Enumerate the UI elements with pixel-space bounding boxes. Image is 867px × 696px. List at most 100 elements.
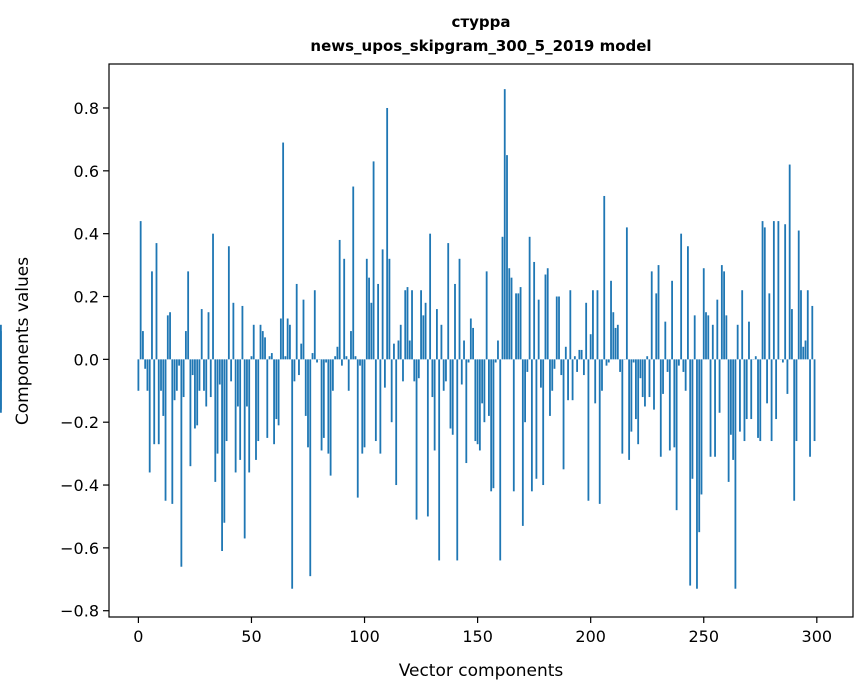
bar bbox=[169, 312, 171, 360]
bar bbox=[766, 359, 768, 404]
bar bbox=[537, 299, 540, 360]
bar bbox=[698, 359, 701, 533]
bar bbox=[616, 324, 619, 360]
bar bbox=[338, 239, 341, 360]
bar bbox=[788, 164, 791, 360]
bar bbox=[447, 243, 450, 360]
bar bbox=[533, 261, 536, 360]
bar bbox=[664, 321, 667, 360]
bar bbox=[759, 359, 762, 442]
bar bbox=[442, 359, 445, 391]
bar bbox=[580, 349, 583, 360]
bar bbox=[560, 359, 563, 376]
bar bbox=[510, 277, 513, 360]
bar bbox=[194, 359, 196, 429]
bar bbox=[454, 283, 456, 360]
bar bbox=[558, 296, 560, 360]
bar bbox=[166, 315, 169, 360]
x-tick-label: 50 bbox=[241, 627, 261, 646]
y-tick-label: 0.4 bbox=[74, 225, 99, 244]
bar bbox=[404, 290, 407, 360]
bar bbox=[777, 221, 780, 360]
bar bbox=[546, 268, 549, 360]
bar bbox=[578, 349, 581, 360]
bar bbox=[689, 359, 692, 586]
bar bbox=[499, 359, 502, 561]
bar bbox=[772, 221, 775, 360]
y-axis-label: Components values bbox=[13, 257, 33, 425]
bar bbox=[757, 359, 759, 438]
bar bbox=[467, 359, 470, 363]
bar bbox=[784, 224, 787, 360]
bar bbox=[313, 290, 316, 360]
bar bbox=[668, 359, 671, 451]
bar bbox=[576, 359, 579, 372]
bar bbox=[786, 359, 789, 394]
bar bbox=[793, 359, 796, 501]
bar bbox=[761, 221, 764, 360]
y-axis-ticks: −0.8 −0.6 −0.4 −0.2 0.0 0.2 0.4 0.6 0.8 bbox=[60, 99, 109, 621]
bar bbox=[696, 359, 698, 589]
bar bbox=[345, 356, 348, 360]
bar bbox=[540, 359, 542, 388]
bar bbox=[291, 359, 294, 589]
bar bbox=[383, 359, 386, 388]
y-tick-label: −0.8 bbox=[60, 602, 99, 621]
bar bbox=[429, 233, 432, 360]
bar bbox=[535, 359, 538, 479]
bar bbox=[458, 258, 461, 360]
bar bbox=[702, 268, 705, 360]
chart-title-line1: стурра bbox=[452, 13, 511, 31]
bar bbox=[386, 107, 389, 360]
bar bbox=[264, 337, 266, 360]
bar bbox=[223, 359, 226, 523]
plot-frame bbox=[108, 63, 854, 618]
bar bbox=[216, 359, 219, 454]
bar bbox=[501, 236, 504, 360]
bar bbox=[716, 299, 719, 360]
bar bbox=[320, 359, 323, 451]
bar bbox=[164, 359, 167, 501]
bar bbox=[521, 359, 524, 526]
bar bbox=[230, 359, 233, 382]
chart-title-line2: news_upos_skipgram_300_5_2019 model bbox=[310, 37, 651, 55]
bar bbox=[246, 359, 248, 407]
bar bbox=[610, 280, 612, 360]
bar bbox=[768, 293, 771, 360]
bar bbox=[207, 312, 210, 360]
bar bbox=[648, 359, 651, 398]
bar bbox=[336, 346, 339, 360]
bar bbox=[304, 359, 307, 416]
bar bbox=[553, 359, 556, 369]
bar bbox=[571, 359, 574, 401]
x-tick-label: 250 bbox=[688, 627, 719, 646]
bar bbox=[370, 302, 373, 360]
bar bbox=[298, 359, 300, 376]
bar bbox=[250, 356, 253, 360]
bar bbox=[478, 359, 481, 451]
bar bbox=[707, 315, 710, 360]
bar bbox=[350, 331, 352, 360]
bar bbox=[781, 359, 784, 363]
bar bbox=[361, 359, 364, 454]
bar bbox=[723, 271, 726, 360]
bar bbox=[422, 315, 425, 360]
bar bbox=[691, 359, 694, 479]
bar bbox=[157, 359, 160, 445]
bar bbox=[720, 265, 723, 360]
bar bbox=[390, 359, 393, 423]
bar bbox=[293, 359, 296, 382]
bar bbox=[309, 359, 312, 577]
bar bbox=[605, 359, 608, 366]
bar bbox=[160, 359, 162, 391]
bar bbox=[316, 359, 318, 363]
bar bbox=[402, 359, 404, 382]
bar bbox=[268, 356, 271, 360]
bar bbox=[363, 359, 366, 448]
bar bbox=[388, 258, 391, 360]
bar bbox=[212, 233, 214, 360]
bar bbox=[227, 246, 230, 360]
bar bbox=[368, 277, 370, 360]
bar bbox=[472, 327, 474, 360]
bar bbox=[0, 359, 2, 413]
